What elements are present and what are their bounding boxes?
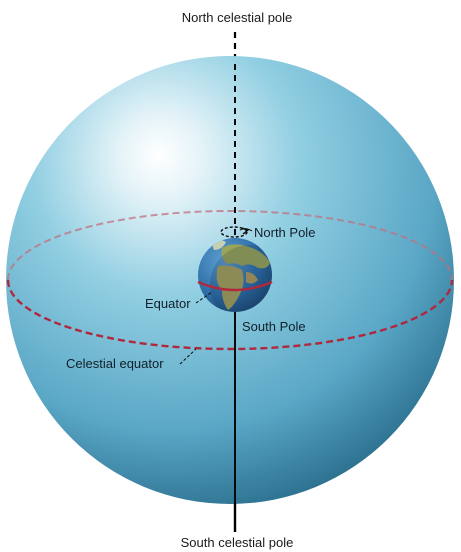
celestial-equator-leader <box>179 348 197 365</box>
celestial-equator-label: Celestial equator <box>66 356 164 371</box>
north-pole-label: North Pole <box>254 225 315 240</box>
equator-label: Equator <box>145 296 191 311</box>
north-pole-leader <box>239 228 253 232</box>
celestial-equator-back <box>7 210 453 281</box>
south-pole-label: South Pole <box>242 319 306 334</box>
north-celestial-pole-label: North celestial pole <box>182 10 293 25</box>
south-celestial-pole-label: South celestial pole <box>181 535 294 550</box>
celestial-equator-front <box>6 279 454 351</box>
earth-equator-line <box>197 280 273 292</box>
equator-leader <box>195 291 213 304</box>
